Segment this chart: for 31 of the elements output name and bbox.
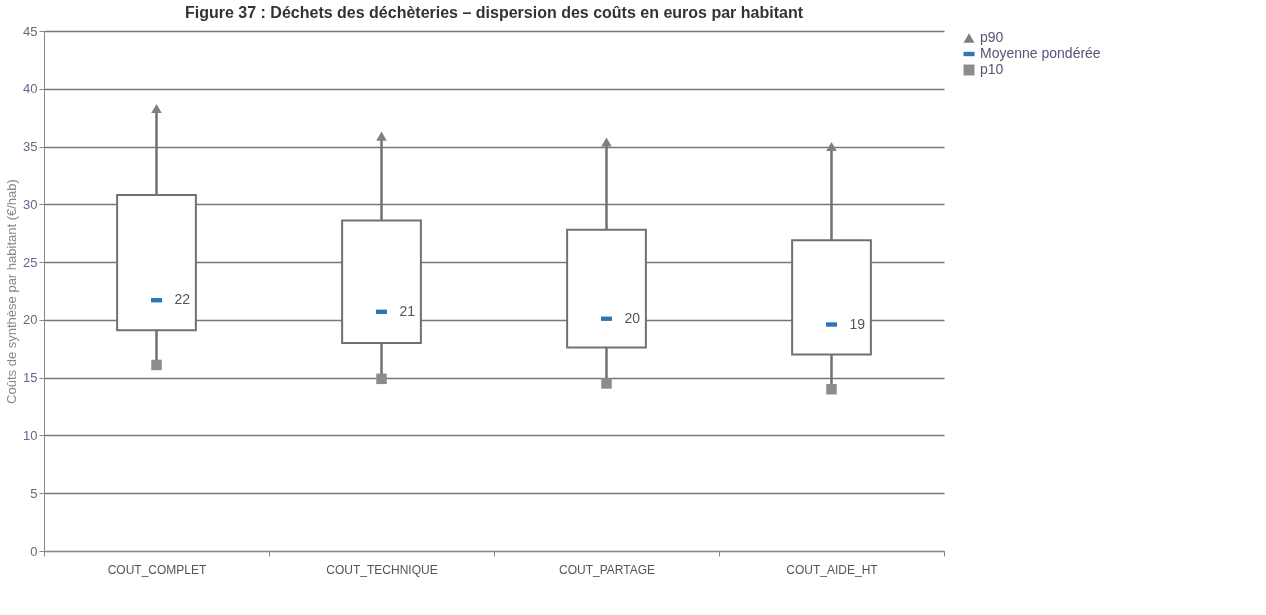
point xyxy=(601,137,612,147)
text: 21 xyxy=(399,302,416,319)
chart-title: Figure 37 : Déchets des déchèteries – dispersion des coûts en euros par habitant xyxy=(185,4,804,21)
point xyxy=(151,103,162,113)
point xyxy=(826,142,837,152)
y-tick-label: 30 xyxy=(23,196,38,212)
y-tick-label: 0 xyxy=(30,543,38,559)
legend-label: Moyenne pondérée xyxy=(980,45,1101,61)
y-tick-label: 35 xyxy=(23,139,38,155)
x-tick-label: COUT_COMPLET xyxy=(107,562,207,577)
point xyxy=(826,383,837,395)
y-tick-label: 15 xyxy=(23,370,38,386)
point xyxy=(376,131,387,141)
y-tick-label: 25 xyxy=(23,254,38,270)
legend-label: p90 xyxy=(980,29,1004,45)
x-tick-label: COUT_PARTAGE xyxy=(558,562,656,577)
y-tick-label: 10 xyxy=(23,427,38,443)
y-axis-title: Coûts de synthèse par habitant (€/hab) xyxy=(4,179,20,404)
x-tick-label: COUT_TECHNIQUE xyxy=(326,562,438,577)
y-tick-label: 20 xyxy=(23,312,38,328)
point xyxy=(601,378,612,389)
point xyxy=(151,359,162,371)
text: 22 xyxy=(174,291,191,308)
text: 20 xyxy=(624,309,641,326)
y-tick-label: 40 xyxy=(23,81,38,97)
text: 19 xyxy=(849,315,866,332)
y-tick-label: 45 xyxy=(23,23,38,39)
x-tick-label: COUT_AIDE_HT xyxy=(786,562,879,577)
point xyxy=(376,373,387,385)
y-tick-label: 5 xyxy=(30,485,38,501)
legend-label: p10 xyxy=(980,61,1004,77)
